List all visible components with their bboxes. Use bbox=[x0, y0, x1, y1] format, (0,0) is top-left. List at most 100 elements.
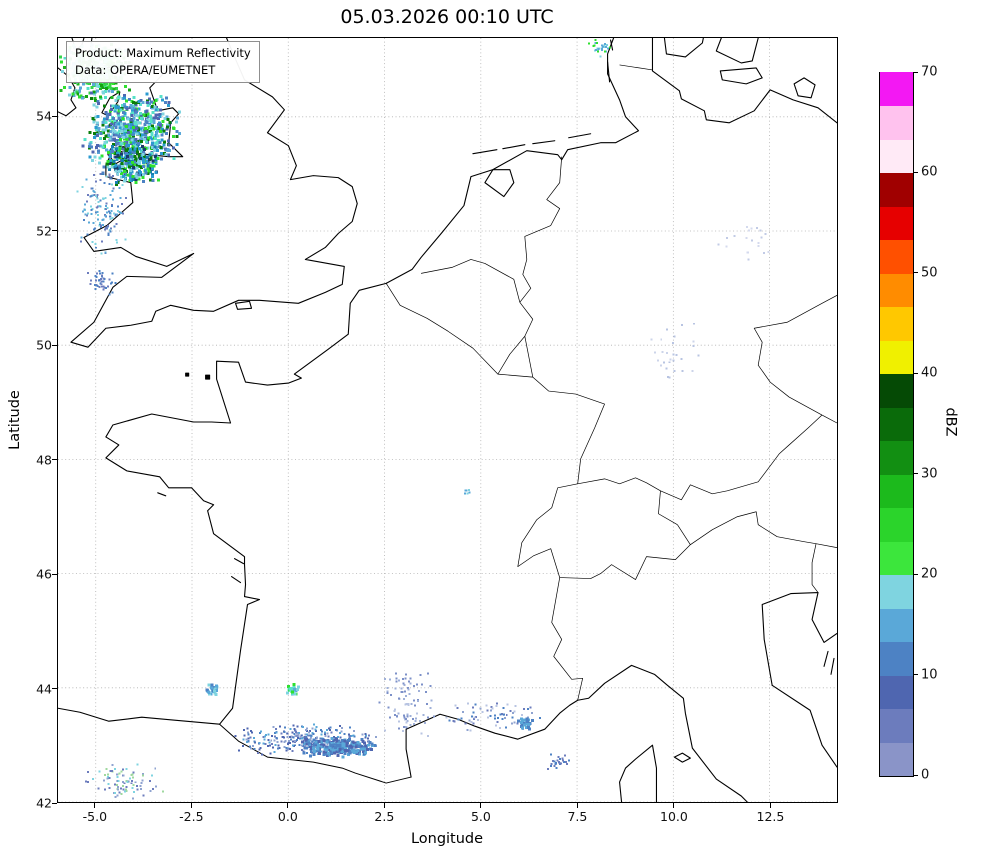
y-tick-mark bbox=[52, 344, 57, 346]
radar-echo-layer bbox=[59, 39, 770, 800]
coast-zealand bbox=[715, 38, 759, 64]
y-tick-label: 52 bbox=[36, 223, 52, 238]
colorbar-segment bbox=[880, 139, 913, 174]
border-italy-slovenia bbox=[811, 543, 819, 593]
coast-channel-islands bbox=[185, 372, 211, 380]
colorbar-tick-label: 10 bbox=[921, 667, 938, 683]
coast-ruegen bbox=[793, 77, 816, 99]
colorbar-tick-label: 40 bbox=[921, 365, 938, 381]
border-luxembourg bbox=[497, 335, 534, 378]
x-tick-label: 10.0 bbox=[660, 809, 688, 824]
radar-cluster-wales-coast bbox=[76, 172, 127, 255]
colorbar-segment bbox=[880, 574, 913, 609]
x-tick-mark bbox=[94, 803, 96, 808]
colorbar-segment bbox=[880, 373, 913, 408]
colorbar-tick-mark bbox=[913, 71, 918, 73]
colorbar-tick-label: 60 bbox=[921, 164, 938, 180]
radar-cluster-iberia-south-west bbox=[85, 763, 164, 800]
colorbar-tick-label: 70 bbox=[921, 64, 938, 80]
y-tick-mark bbox=[52, 688, 57, 689]
colorbar-segment bbox=[880, 641, 913, 676]
colorbar-segment bbox=[880, 541, 913, 576]
colorbar-segment bbox=[880, 675, 913, 710]
border-france-italy bbox=[551, 577, 584, 701]
coast-adriatic-north bbox=[761, 591, 837, 686]
coast-lolland-falster bbox=[719, 67, 763, 85]
coast-spain-north bbox=[58, 707, 221, 725]
coast-great-britain bbox=[70, 38, 358, 348]
colorbar-segment bbox=[880, 741, 913, 776]
border-belgium-netherlands bbox=[421, 259, 521, 303]
border-austria-slovenia bbox=[815, 543, 837, 549]
coast-france-west bbox=[105, 282, 387, 725]
colorbar-segment bbox=[880, 273, 913, 308]
coast-wadden-islands bbox=[472, 39, 614, 155]
product-info-box: Product: Maximum Reflectivity Data: OPER… bbox=[66, 41, 260, 84]
y-tick-label: 42 bbox=[36, 795, 52, 811]
y-tick-mark bbox=[52, 230, 57, 231]
figure-title: 05.03.2026 00:10 UTC bbox=[340, 6, 554, 28]
coast-funen bbox=[663, 38, 704, 58]
radar-cluster-nw-england-core bbox=[101, 138, 163, 187]
border-france-switzerland bbox=[517, 483, 578, 578]
x-tick-label: 0.0 bbox=[277, 809, 298, 824]
colorbar-tick-label: 20 bbox=[921, 566, 938, 582]
radar-cluster-irish-sea-main bbox=[81, 91, 181, 169]
border-france-spain bbox=[219, 723, 412, 784]
radar-cluster-massif-central-speck bbox=[384, 672, 432, 705]
x-tick-label: 5.0 bbox=[470, 809, 491, 824]
x-tick-mark bbox=[480, 803, 482, 808]
radar-cluster-corsica-west-speck bbox=[547, 753, 570, 770]
border-denmark-germany bbox=[619, 64, 653, 71]
gridlines bbox=[58, 38, 837, 802]
colorbar-tick-mark bbox=[913, 473, 918, 475]
x-tick-label: 12.5 bbox=[756, 809, 785, 824]
colorbar-segment bbox=[880, 407, 913, 442]
border-switzerland-austria bbox=[658, 490, 678, 526]
coast-corsica bbox=[619, 744, 658, 802]
colorbar-segment bbox=[880, 507, 913, 542]
coast-ijsselmeer bbox=[484, 169, 515, 198]
colorbar-segment bbox=[880, 172, 913, 207]
colorbar-segment bbox=[880, 72, 913, 107]
radar-cluster-pyrenees-core bbox=[301, 737, 377, 759]
colorbar-tick-mark bbox=[913, 272, 918, 274]
colorbar-tick-mark bbox=[913, 674, 918, 676]
product-line: Product: Maximum Reflectivity bbox=[75, 46, 251, 60]
y-tick-label: 54 bbox=[36, 108, 52, 124]
coast-mediterranean bbox=[405, 664, 748, 802]
colorbar-tick-label: 0 bbox=[921, 767, 930, 783]
coast-elba bbox=[673, 752, 691, 763]
radar-cluster-gascony-cyan-blob bbox=[286, 683, 301, 696]
x-tick-mark bbox=[769, 803, 771, 808]
colorbar-segment bbox=[880, 708, 913, 743]
border-france-belgium bbox=[385, 283, 499, 375]
x-tick-mark bbox=[383, 803, 385, 808]
y-tick-label: 50 bbox=[36, 337, 52, 353]
x-tick-mark bbox=[287, 803, 289, 808]
colorbar-segment bbox=[880, 440, 913, 475]
colorbar-segment bbox=[880, 474, 913, 509]
coast-kvarner-islands bbox=[823, 650, 835, 675]
colorbar-segment bbox=[880, 340, 913, 375]
radar-cluster-provence-specks bbox=[445, 702, 542, 732]
border-austria-italy bbox=[690, 511, 817, 545]
map-plot-area: Product: Maximum Reflectivity Data: OPER… bbox=[57, 37, 838, 803]
x-tick-label: -5.0 bbox=[82, 809, 108, 824]
radar-cluster-burgundy-speck bbox=[463, 489, 471, 495]
colorbar-segment bbox=[880, 105, 913, 140]
coast-belle-ile bbox=[157, 492, 167, 497]
y-tick-mark bbox=[52, 573, 57, 575]
y-tick-label: 44 bbox=[36, 681, 52, 696]
colorbar bbox=[879, 72, 914, 777]
border-austria-germany bbox=[660, 414, 823, 501]
radar-cluster-basque-blob bbox=[205, 683, 219, 696]
y-tick-mark bbox=[52, 802, 57, 804]
coast-baltic bbox=[651, 38, 837, 124]
y-tick-mark bbox=[52, 459, 57, 460]
colorbar-tick-mark bbox=[913, 171, 918, 173]
radar-cluster-provence-blob bbox=[517, 717, 534, 731]
map-canvas bbox=[58, 38, 837, 802]
x-tick-label: 2.5 bbox=[374, 809, 395, 824]
